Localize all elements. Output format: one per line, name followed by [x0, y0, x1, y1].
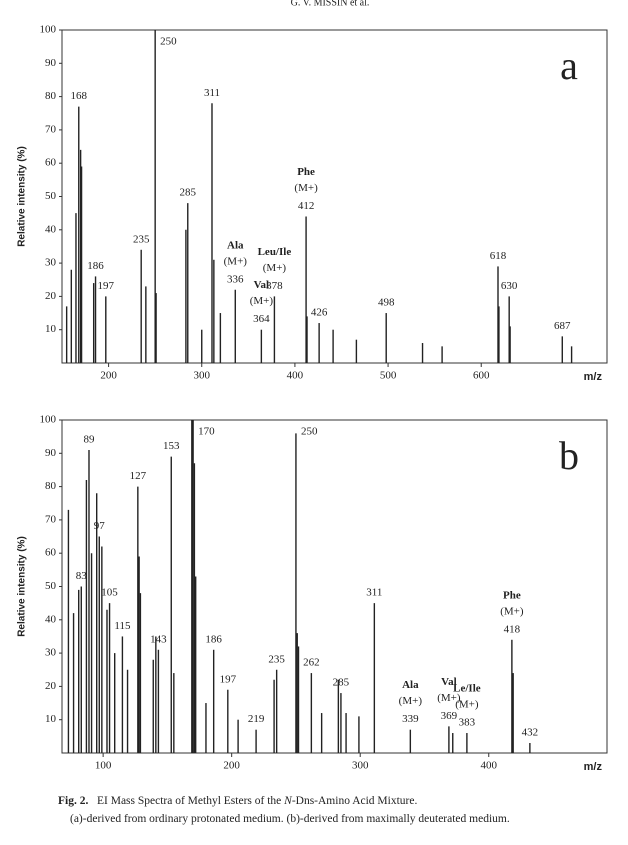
y-tick-label: 40 [45, 223, 57, 235]
y-axis-label: Relative intensity (%) [17, 536, 28, 637]
y-tick-label: 10 [45, 323, 57, 335]
compound-name: Val [254, 279, 270, 291]
peak-label: 364 [253, 313, 270, 325]
x-tick-label: 400 [287, 370, 304, 382]
peak-label: 197 [98, 280, 115, 292]
ion-label: (M+) [437, 692, 461, 704]
y-tick-label: 60 [45, 547, 57, 559]
x-axis-label: m/z [584, 371, 603, 383]
y-tick-label: 80 [45, 480, 57, 492]
ion-label: (M+) [455, 699, 479, 711]
ion-label: (M+) [224, 255, 248, 267]
x-tick-label: 300 [352, 760, 369, 772]
peak-label: 432 [522, 727, 539, 739]
peak-label: 235 [133, 233, 150, 245]
peak-label: 235 [268, 653, 285, 665]
peak-label: 127 [130, 470, 147, 482]
peak-label: 143 [150, 633, 167, 645]
peak-label: 498 [378, 297, 395, 309]
compound-name: Phe [503, 589, 521, 601]
caption: Fig. 2. EI Mass Spectra of Methyl Esters… [58, 795, 417, 807]
peak-label: 186 [87, 260, 104, 272]
x-tick-label: 500 [380, 370, 397, 382]
peak-label: 630 [501, 280, 518, 292]
peak-label: 115 [114, 620, 131, 632]
y-tick-label: 60 [45, 157, 57, 169]
peak-label: 170 [198, 426, 215, 438]
ion-label: (M+) [294, 182, 318, 194]
compound-name: Phe [297, 166, 315, 178]
y-tick-label: 90 [45, 57, 57, 69]
y-tick-label: 30 [45, 647, 57, 659]
caption-label: Fig. 2. [58, 795, 89, 807]
x-axis-label: m/z [584, 761, 603, 773]
peak-label: 285 [333, 677, 350, 689]
caption-line: (a)-derived from ordinary protonated med… [70, 813, 510, 825]
peak-label: 219 [248, 713, 265, 725]
peak-label: 383 [459, 717, 476, 729]
peak-label: 186 [205, 633, 222, 645]
caption-italic: N [284, 795, 292, 807]
compound-name: Leu/Ile [258, 246, 292, 258]
x-tick-label: 200 [100, 370, 117, 382]
compound-name: Le/Ile [453, 683, 481, 695]
peak-label: 412 [298, 200, 315, 212]
peak-label: 336 [227, 273, 244, 285]
y-tick-label: 90 [45, 447, 57, 459]
peak-label: 168 [71, 90, 88, 102]
peak-label: 105 [101, 587, 118, 599]
peak-label: 197 [220, 673, 237, 685]
peak-label: 378 [266, 280, 283, 292]
peak-label: 687 [554, 320, 571, 332]
y-tick-label: 10 [45, 713, 57, 725]
panel-label: a [560, 43, 578, 88]
peak-label: 426 [311, 307, 328, 319]
y-axis-label: Relative intensity (%) [17, 146, 28, 247]
y-tick-label: 70 [45, 513, 57, 525]
caption-text: EI Mass Spectra of Methyl Esters of the [96, 795, 285, 807]
ion-label: (M+) [399, 695, 423, 707]
x-tick-label: 600 [473, 370, 490, 382]
plot-frame [61, 29, 608, 364]
y-tick-label: 40 [45, 613, 57, 625]
compound-name: Ala [402, 679, 419, 691]
peak-label: 250 [160, 36, 177, 48]
peak-label: 262 [303, 657, 320, 669]
ion-label: (M+) [250, 295, 274, 307]
peak-label: 97 [94, 520, 106, 532]
x-tick-label: 100 [95, 760, 112, 772]
peak-label: 339 [402, 713, 419, 725]
x-tick-label: 200 [223, 760, 240, 772]
peak-label: 153 [163, 440, 180, 452]
y-tick-label: 100 [40, 414, 57, 426]
peak-label: 311 [204, 87, 220, 99]
peak-label: 83 [76, 570, 88, 582]
peak-label: 418 [504, 623, 521, 635]
y-tick-label: 30 [45, 257, 57, 269]
caption-text: -Dns-Amino Acid Mixture. [291, 795, 418, 807]
x-tick-label: 400 [480, 760, 497, 772]
y-tick-label: 80 [45, 90, 57, 102]
peak-label: 311 [366, 587, 382, 599]
peak-label: 618 [490, 250, 507, 262]
y-tick-label: 50 [45, 580, 57, 592]
compound-name: Val [441, 676, 457, 688]
peak-label: 369 [441, 710, 458, 722]
figure: G. V. MISSIN et al. a Relative intensity … [17, 0, 608, 773]
y-tick-label: 20 [45, 290, 57, 302]
panel-label: b [559, 433, 579, 478]
ion-label: (M+) [500, 605, 524, 617]
peak-label: 250 [301, 426, 318, 438]
y-tick-label: 70 [45, 123, 57, 135]
compound-name: Ala [227, 239, 244, 251]
peak-label: 89 [83, 434, 95, 446]
peak-label: 285 [180, 187, 197, 199]
running-header: G. V. MISSIN et al. [291, 0, 370, 8]
y-tick-label: 20 [45, 680, 57, 692]
ion-label: (M+) [263, 262, 287, 274]
y-tick-label: 100 [40, 24, 57, 36]
y-tick-label: 50 [45, 190, 57, 202]
x-tick-label: 300 [193, 370, 210, 382]
